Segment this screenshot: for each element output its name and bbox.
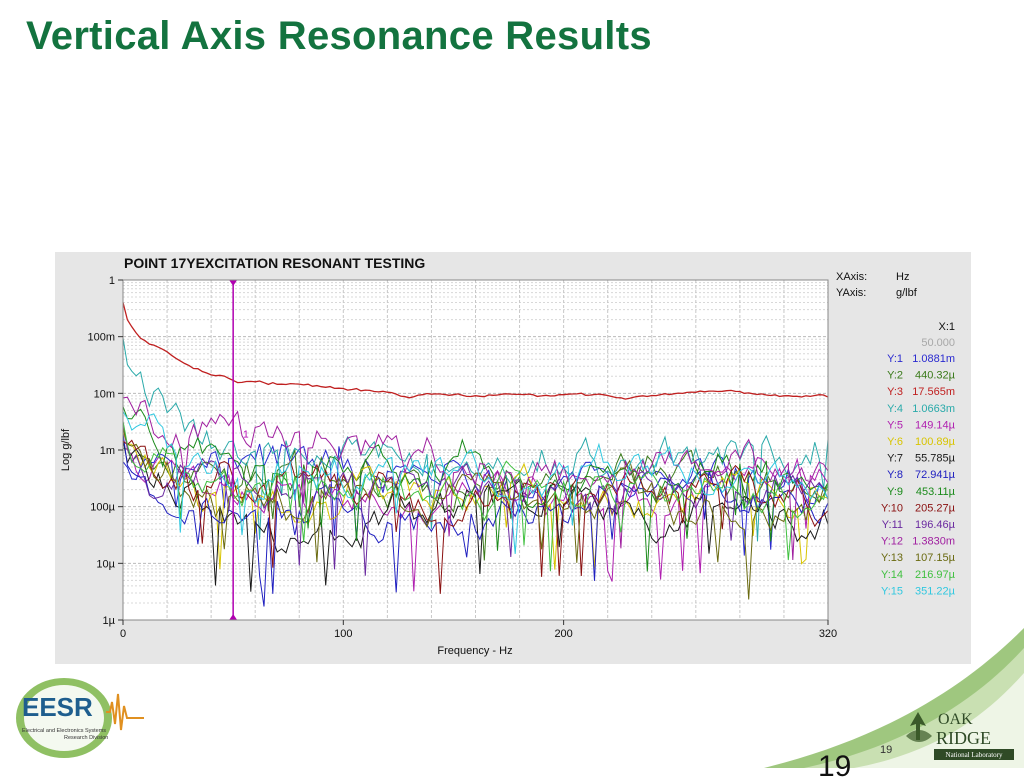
readout-name-5: Y:5: [887, 419, 903, 431]
page-number: 19: [880, 744, 893, 756]
readout-value-15: 351.22µ: [915, 585, 956, 597]
readout-name-12: Y:12: [881, 536, 903, 548]
series-line-15: [122, 411, 829, 554]
y-tick-label: 1: [109, 275, 115, 287]
cursor-bottom-handle[interactable]: [229, 614, 238, 620]
x-tick-label: 320: [819, 628, 837, 640]
readout-value-6: 100.89µ: [915, 436, 956, 448]
yaxis-info-label: YAxis:: [836, 287, 866, 299]
cursor-top-handle[interactable]: [229, 280, 238, 286]
xaxis-info-label: XAxis:: [836, 271, 867, 283]
page-number-large: 19: [818, 750, 852, 783]
readout-name-3: Y:3: [887, 386, 903, 398]
series-line-4: [122, 337, 829, 542]
eesr-logo-sub1: Electrical and Electronics Systems: [22, 728, 106, 734]
readout-name-10: Y:10: [881, 502, 903, 514]
corner-swoosh-decoration: [764, 628, 1024, 768]
cursor-readout-x: 50.000: [921, 337, 955, 349]
cursor-readout-label: X:1: [938, 321, 955, 333]
series-lines: [122, 302, 829, 607]
ornl-logo-line3: National Laboratory: [946, 751, 1003, 759]
readout-value-1: 1.0881m: [912, 353, 955, 365]
readout-value-14: 216.97µ: [915, 569, 956, 581]
readout-name-14: Y:14: [881, 569, 903, 581]
readout-name-2: Y:2: [887, 370, 903, 382]
readout-value-11: 196.46µ: [915, 519, 956, 531]
y-tick-label: 1m: [100, 445, 115, 457]
y-axis-label: Log g/lbf: [60, 428, 72, 471]
readout-value-7: 55.785µ: [915, 453, 956, 465]
cursor-marker-label: 1: [243, 430, 249, 441]
eesr-logo-text: EESR: [22, 692, 93, 722]
readout-value-3: 17.565m: [912, 386, 955, 398]
readout-name-11: Y:11: [882, 519, 903, 531]
ornl-logo-line1: OAK: [938, 711, 973, 728]
readout-name-7: Y:7: [887, 453, 903, 465]
slide-title: Vertical Axis Resonance Results: [26, 14, 652, 58]
readout-value-8: 72.941µ: [915, 469, 956, 481]
eesr-logo-sub2: Research Division: [64, 735, 108, 741]
y-tick-label: 100m: [87, 332, 115, 344]
readout-value-10: 205.27µ: [915, 502, 956, 514]
x-tick-label: 200: [554, 628, 572, 640]
eesr-logo: EESR Electrical and Electronics Systems …: [16, 678, 144, 758]
xaxis-info-unit: Hz: [896, 271, 909, 283]
readout-name-9: Y:9: [887, 486, 903, 498]
cursor-layer: 1: [229, 280, 249, 620]
chart-panel: 1 1 100m 10m 1m 100µ 10µ 1µ 0 100 200 320 POINT 17…: [55, 252, 971, 664]
series-line-11: [122, 427, 829, 576]
readout-name-4: Y:4: [887, 403, 903, 415]
chart-title: POINT 17YEXCITATION RESONANT TESTING: [124, 255, 425, 271]
x-axis-label: Frequency - Hz: [437, 645, 512, 657]
yaxis-info-unit: g/lbf: [896, 287, 918, 299]
ornl-logo-line2: RIDGE: [936, 728, 991, 748]
series-line-9: [122, 406, 829, 572]
y-tick-label: 10m: [94, 388, 115, 400]
series-line-6: [122, 432, 829, 570]
series-line-12: [122, 396, 829, 561]
readout-value-13: 107.15µ: [915, 552, 956, 564]
y-tick-label: 100µ: [90, 502, 115, 514]
readout-name-6: Y:6: [887, 436, 903, 448]
series-line-3: [122, 302, 829, 400]
x-tick-label: 100: [334, 628, 352, 640]
series-line-10: [122, 439, 829, 594]
readout-value-2: 440.32µ: [915, 370, 956, 382]
readout-value-5: 149.14µ: [915, 419, 956, 431]
series-readouts: Y:1 1.0881m Y:2 440.32µ Y:3 17.565m Y:4 1.0663m…: [881, 353, 956, 597]
readout-value-9: 453.11µ: [916, 486, 956, 498]
y-tick-label: 1µ: [103, 615, 116, 627]
readout-name-13: Y:13: [881, 552, 903, 564]
oak-ridge-logo: OAK RIDGE National Laboratory: [906, 711, 1014, 760]
y-tick-label: 10µ: [96, 558, 115, 570]
readout-name-8: Y:8: [887, 469, 903, 481]
readout-name-1: Y:1: [887, 353, 903, 365]
resonance-chart: 1 1 100m 10m 1m 100µ 10µ 1µ 0 100 200 320 POINT 17…: [60, 255, 956, 657]
readout-value-4: 1.0663m: [912, 403, 955, 415]
axis-layer: 1 100m 10m 1m 100µ 10µ 1µ 0 100 200 320: [87, 275, 837, 640]
x-tick-label: 0: [120, 628, 126, 640]
readout-value-12: 1.3830m: [912, 536, 955, 548]
readout-name-15: Y:15: [881, 585, 903, 597]
series-line-14: [122, 421, 829, 572]
